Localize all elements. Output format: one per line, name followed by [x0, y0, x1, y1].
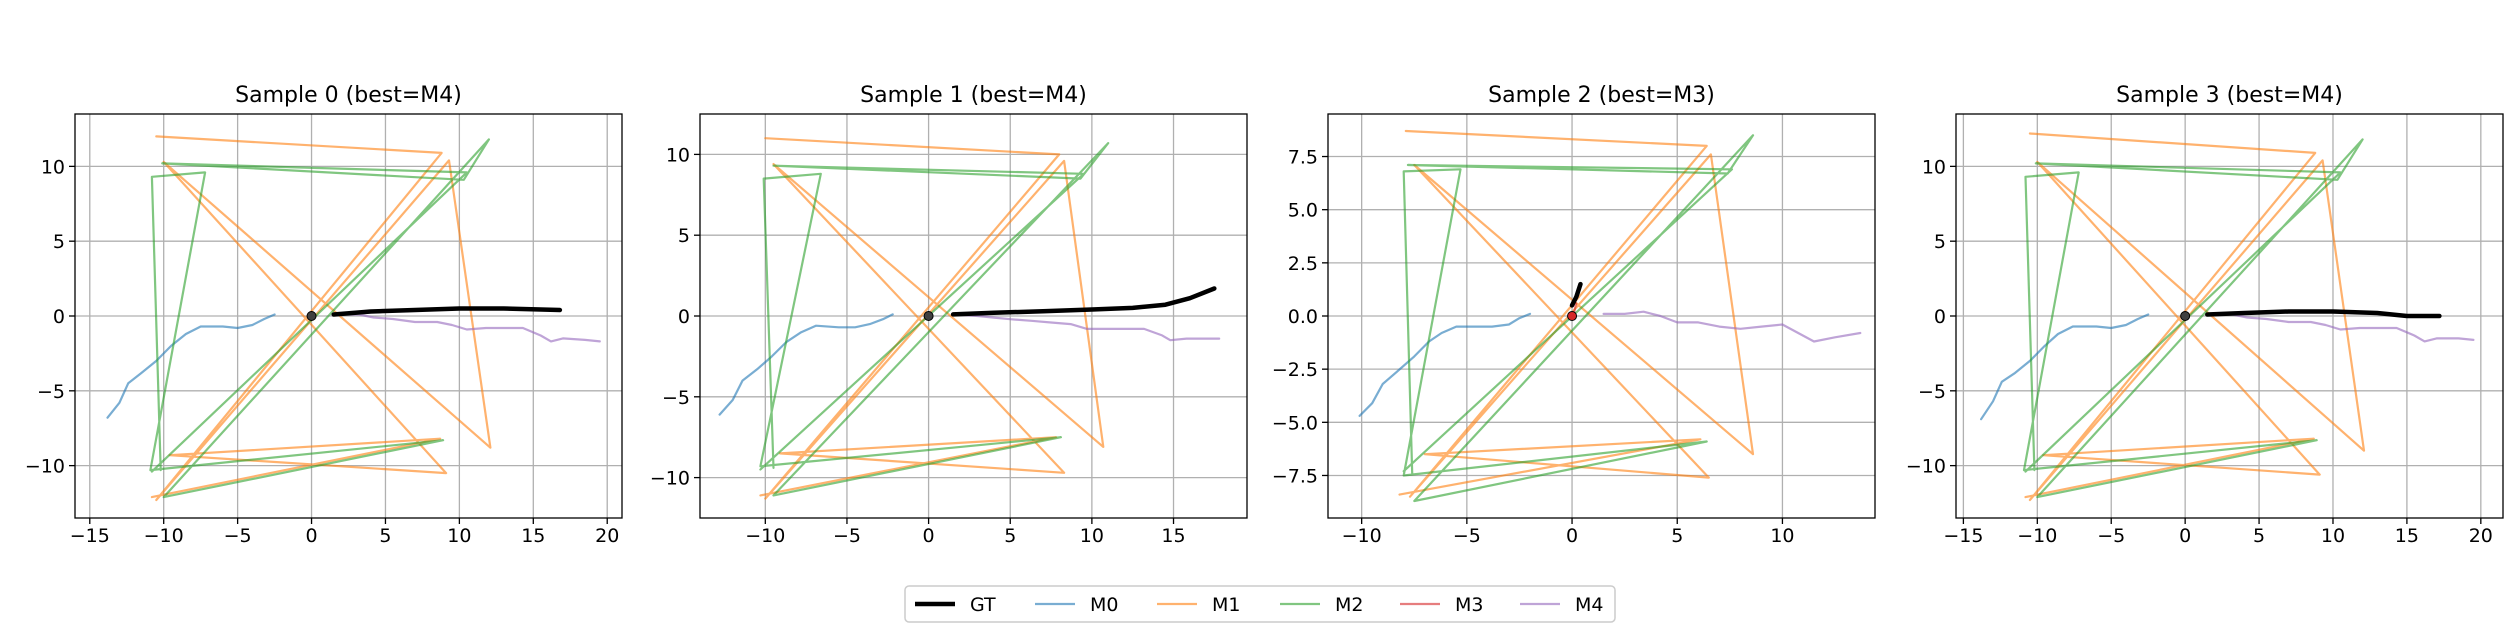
series-line-m2 [1402, 134, 1755, 503]
y-tick-label: −2.5 [1272, 359, 1318, 381]
x-tick-label: 0 [1566, 525, 1578, 547]
series-group [1980, 132, 2475, 502]
series-line-m0 [106, 313, 276, 419]
x-tick-label: 0 [923, 525, 935, 547]
legend-label-m4: M4 [1575, 594, 1603, 616]
legend-frame [904, 585, 1616, 623]
x-tick-label: 10 [1080, 525, 1104, 547]
y-tick-label: 0.0 [1288, 306, 1318, 328]
subplot-title: Sample 2 (best=M3) [1488, 83, 1715, 108]
y-tick-label: 0 [53, 306, 65, 328]
x-tick-label: 15 [521, 525, 545, 547]
series-line-m4 [332, 313, 601, 343]
subplot-title: Sample 3 (best=M4) [2116, 83, 2343, 108]
y-tick-label: 2.5 [1288, 253, 1318, 275]
series-line-m0 [1358, 312, 1532, 417]
y-tick-label: 0 [678, 306, 690, 328]
origin-marker [306, 311, 317, 321]
origin-marker [1567, 311, 1578, 321]
y-tick-label: 5 [1934, 231, 1946, 253]
x-tick-label: −15 [70, 525, 110, 547]
series-line-m1 [1398, 129, 1755, 498]
x-tick-label: −5 [224, 525, 252, 547]
y-tick-label: −10 [1906, 456, 1946, 478]
series-line-m4 [952, 313, 1221, 342]
x-tick-label: 20 [595, 525, 619, 547]
y-tick-label: −5.0 [1272, 412, 1318, 434]
series-line-m2 [2022, 138, 2364, 499]
x-tick-label: −10 [144, 525, 184, 547]
x-tick-label: −5 [1453, 525, 1481, 547]
subplot-title: Sample 1 (best=M4) [860, 83, 1087, 108]
series-line-gt [2205, 309, 2442, 319]
x-tick-label: −10 [2017, 525, 2057, 547]
y-tick-label: −5 [37, 381, 65, 403]
series-line-gt [331, 306, 563, 317]
series-line-m2 [149, 138, 490, 499]
subplot-0: −15 −10 −5 0 5 10 15 20 −10 −5 0 5 10 Sample 0 (best=… [25, 83, 623, 547]
x-tick-label: −5 [833, 525, 861, 547]
series-group [106, 135, 601, 502]
legend: GT M0 M1 M2 M3 M4 [904, 585, 1616, 623]
y-tick-label: −10 [650, 468, 690, 490]
series-group [1358, 129, 1862, 503]
y-tick-label: 5.0 [1288, 200, 1318, 222]
series-group [718, 137, 1221, 500]
y-tick-label: −10 [25, 456, 65, 478]
subplot-1: −10 −5 0 5 10 15 −10 −5 0 5 10 Sample 1 (best=M4) [650, 83, 1248, 547]
legend-label-m0: M0 [1090, 594, 1118, 616]
x-tick-label: 15 [1161, 525, 1185, 547]
x-tick-label: 20 [2469, 525, 2493, 547]
legend-label-gt: GT [970, 594, 996, 616]
origin-marker [923, 311, 934, 321]
x-tick-label: 5 [2253, 525, 2265, 547]
y-tick-label: 10 [1922, 156, 1946, 178]
x-tick-label: 5 [1004, 525, 1016, 547]
x-tick-label: 15 [2395, 525, 2419, 547]
origin-marker [2180, 311, 2191, 321]
series-line-m4 [2206, 313, 2475, 343]
y-tick-label: −5 [662, 387, 690, 409]
x-tick-label: 5 [379, 525, 391, 547]
x-tick-label: 0 [305, 525, 317, 547]
x-tick-label: 10 [2321, 525, 2345, 547]
series-line-m0 [1980, 313, 2150, 421]
y-tick-label: 10 [666, 144, 690, 166]
y-tick-label: 7.5 [1288, 147, 1318, 169]
x-tick-label: 10 [447, 525, 471, 547]
x-tick-label: −10 [745, 525, 785, 547]
series-line-gt [950, 286, 1217, 317]
legend-label-m2: M2 [1335, 594, 1363, 616]
x-tick-label: −15 [1943, 525, 1983, 547]
y-tick-label: 10 [41, 156, 65, 178]
legend-label-m1: M1 [1212, 594, 1240, 616]
y-tick-label: −7.5 [1272, 465, 1318, 487]
subplots: −15 −10 −5 0 5 10 15 20 −10 −5 0 5 10 Sample 0 (best=… [25, 83, 2504, 547]
series-line-m2 [759, 142, 1110, 497]
x-tick-label: −5 [2097, 525, 2125, 547]
y-tick-label: −5 [1918, 381, 1946, 403]
legend-label-m3: M3 [1455, 594, 1483, 616]
x-tick-label: 10 [1770, 525, 1794, 547]
y-tick-label: 5 [678, 225, 690, 247]
x-tick-label: 0 [2179, 525, 2191, 547]
subplot-title: Sample 0 (best=M4) [235, 83, 462, 108]
series-line-m4 [1602, 310, 1862, 343]
y-tick-label: 0 [1934, 306, 1946, 328]
subplot-3: −15 −10 −5 0 5 10 15 20 −10 −5 0 5 10 Sample 3 (best=… [1906, 83, 2504, 547]
x-tick-label: −10 [1342, 525, 1382, 547]
series-line-m0 [718, 313, 894, 416]
subplot-2: −10 −5 0 5 10 −7.5 −5.0 −2.5 0.0 2.5 5.0 7.5 Sample … [1272, 83, 1876, 547]
series-line-gt [1569, 281, 1583, 308]
y-tick-label: 5 [53, 231, 65, 253]
x-tick-label: 5 [1671, 525, 1683, 547]
